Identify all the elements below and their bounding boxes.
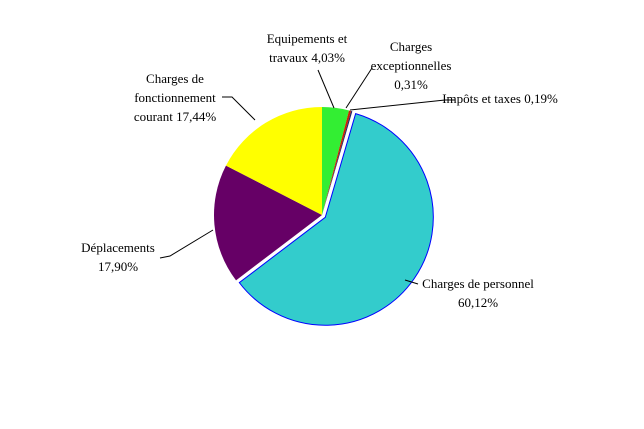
leader-line	[349, 99, 455, 111]
leader-line	[345, 67, 373, 109]
pie-slice	[322, 107, 350, 215]
category-label: Equipements et travaux	[266, 31, 348, 65]
value-label: 17,90%	[97, 259, 139, 274]
slice-label: Impôts et taxes 0,19%	[440, 89, 560, 108]
value-label: 60,12%	[457, 295, 499, 310]
slice-label: Charges de personnel 60,12%	[408, 274, 548, 312]
slice-label: Charges de fonctionnement courant 17,44%	[120, 69, 230, 126]
leader-line	[159, 229, 214, 259]
slice-label: Charges exceptionnelles 0,31%	[366, 37, 456, 94]
category-label: Impôts et taxes	[442, 91, 521, 106]
slice-label: Déplacements 17,90%	[63, 238, 173, 276]
category-label: Charges exceptionnelles	[370, 39, 452, 73]
value-label: 0,19%	[524, 91, 558, 106]
slice-label: Equipements et travaux 4,03%	[252, 29, 362, 67]
value-label: 17,44%	[176, 109, 217, 124]
pie-slice	[238, 112, 434, 326]
pie-slice	[322, 110, 352, 215]
pie-slice	[322, 110, 353, 215]
leader-line	[317, 69, 335, 109]
category-label: Charges de personnel	[422, 276, 534, 291]
category-label: Charges de fonctionnement courant	[133, 71, 216, 124]
value-label: 0,31%	[394, 77, 428, 92]
leader-line	[404, 279, 419, 285]
value-label: 4,03%	[311, 50, 345, 65]
pie-slice	[214, 165, 322, 281]
pie-slice	[225, 107, 322, 215]
leader-line	[222, 96, 256, 121]
category-label: Déplacements	[81, 240, 155, 255]
